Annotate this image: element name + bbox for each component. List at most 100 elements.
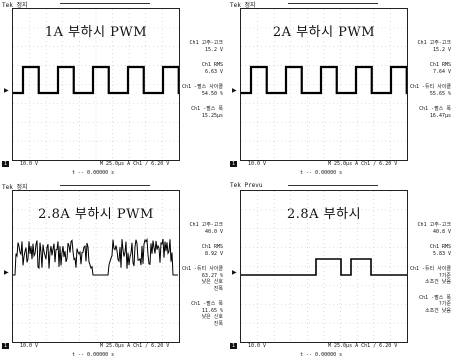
measurement-value: ?기준 xyxy=(438,301,451,307)
measurement-group: Ch1 고주-고크 40.0 V xyxy=(181,222,223,235)
ch1-ground-marker: ▶ xyxy=(232,269,237,276)
measurement-label: Ch1 -펄스 사이클 xyxy=(181,84,223,90)
cursor-readout: t -- 0.00000 s xyxy=(72,170,115,176)
timebase-readout: M 25.0μs A Ch1 / 6.20 V xyxy=(100,161,170,167)
measurement-value: 15.25μs xyxy=(201,112,223,119)
measurement-value: 낮은 신호 xyxy=(201,279,223,285)
ch1-ground-marker: ▶ xyxy=(4,87,9,94)
ch1-waveform xyxy=(13,65,179,95)
timebase-readout: M 25.0μs A Ch1 / 6.20 V xyxy=(100,343,170,349)
measurement-group: Ch1 -펄스 폭 15.25μs xyxy=(181,106,223,119)
measurement-group: Ch1 -펄스 폭 16.47μs xyxy=(409,106,451,119)
measurement-label: Ch1 RMS xyxy=(201,62,223,68)
measurement-readouts: Ch1 고주-고크 15.2 V Ch1 RMS 7.64 V Ch1 -듀티 사이클 5… xyxy=(409,40,451,128)
timebase-readout: M 25.0μs A Ch1 / 6.20 V xyxy=(328,343,398,349)
cursor-readout: t -- 0.00000 s xyxy=(72,352,115,358)
scope-status: Tek 정지 xyxy=(2,2,28,9)
ch1-waveform xyxy=(13,237,178,276)
measurement-group: Ch1 -듀티 사이클 ?기준 소조건 낮음 xyxy=(409,266,451,286)
measurement-value: 소조건 낮음 xyxy=(424,279,451,285)
scope-panel-4: Tek Prevu 2.8A 부하시 ▶ Ch1 고주-고크 40.8 V Ch1 … xyxy=(230,182,452,358)
ch1-waveform xyxy=(241,65,407,95)
measurement-value: 16.47μs xyxy=(429,112,451,119)
measurement-label: Ch1 -펄스 폭 xyxy=(191,106,223,112)
measurement-value: 40.8 V xyxy=(432,228,451,235)
measurement-label: Ch1 고주-고크 xyxy=(417,40,451,46)
measurement-readouts: Ch1 고주-고크 40.8 V Ch1 RMS 5.83 V Ch1 -듀티 사이클?… xyxy=(409,222,451,323)
measurement-group: Ch1 -펄스 사이클 54.50 % xyxy=(181,84,223,97)
measurement-readouts: Ch1 고주-고크 15.2 V Ch1 RMS 6.63 V Ch1 -펄스 사이클 5… xyxy=(181,40,223,128)
cursor-readout: t -- 0.00000 s xyxy=(300,352,343,358)
scope-graticule xyxy=(241,9,407,160)
measurement-label: Ch1 고주-고크 xyxy=(189,222,223,228)
measurement-label: Ch1 -듀티 사이클 xyxy=(409,266,451,272)
measurement-value: 진폭 xyxy=(213,320,223,327)
measurement-group: Ch1 RMS 6.63 V xyxy=(181,62,223,75)
scope-screen: 2.8A 부하시 xyxy=(240,190,408,343)
scope-graticule xyxy=(13,9,179,160)
measurement-label: Ch1 고주-고크 xyxy=(417,222,451,228)
scope-graticule xyxy=(13,191,179,342)
scope-status: Tek Prevu xyxy=(230,182,263,189)
measurement-value: 63.27 % xyxy=(201,272,223,279)
channel-badge: 1 xyxy=(2,161,10,167)
measurement-value: 11.65 % xyxy=(201,307,223,314)
panel-title: 2.8A 부하시 xyxy=(286,207,362,222)
status-bar: 1 10.0 V M 25.0μs A Ch1 / 6.20 V xyxy=(2,343,224,351)
channel-badge: 1 xyxy=(2,343,10,349)
measurement-group: Ch1 -펄스 폭 11.65 % 낮은 신호 진폭 xyxy=(181,301,223,327)
measurement-value: 소조건 낮음 xyxy=(424,307,451,314)
ch1-ground-marker: ▶ xyxy=(232,87,237,94)
measurement-value: 15.2 V xyxy=(432,46,451,53)
measurement-label: Ch1 -듀티 사이클 xyxy=(181,266,223,272)
measurement-label: Ch1 RMS xyxy=(429,244,451,250)
timebase-readout: M 25.0μs A Ch1 / 6.20 V xyxy=(328,161,398,167)
scope-graticule xyxy=(241,191,407,342)
measurement-group: Ch1 RMS 5.83 V xyxy=(409,244,451,257)
measurement-group: Ch1 고주-고크 40.8 V xyxy=(409,222,451,235)
panel-title: 2.8A 부하시 PWM xyxy=(38,207,154,222)
scope-screen: 2A 부하시 PWM xyxy=(240,8,408,161)
measurement-group: Ch1 RMS 8.92 V xyxy=(181,244,223,257)
measurement-label: Ch1 RMS xyxy=(429,62,451,68)
trigger-position-bar xyxy=(60,3,150,7)
measurement-group: Ch1 -듀티 사이클 63.27 % 낮은 신호 진폭 xyxy=(181,266,223,292)
panel-title: 2A 부하시 PWM xyxy=(272,25,376,40)
scope-panel-1: Tek 정지 1A 부하시 PWM ▶ Ch1 고주-고크 15.2 V Ch1 R… xyxy=(2,0,224,176)
trigger-position-bar xyxy=(60,185,150,189)
status-bar: 1 10.0 V M 25.0μs A Ch1 / 6.20 V xyxy=(230,161,452,169)
measurement-value: 7.64 V xyxy=(432,68,451,75)
measurement-group: Ch1 고주-고크 15.2 V xyxy=(409,40,451,53)
measurement-value: 낮은 신호 xyxy=(201,314,223,320)
scope-screen: 1A 부하시 PWM xyxy=(12,8,180,161)
measurement-value: 진폭 xyxy=(213,285,223,292)
ch1-waveform xyxy=(241,258,407,276)
scope-panel-2: Tek 정지 2A 부하시 PWM ▶ Ch1 고주-고크 15.2 V Ch1 R… xyxy=(230,0,452,176)
measurement-value: ?기준 xyxy=(438,272,451,279)
measurement-group: Ch1 -듀티 사이클 55.65 % xyxy=(409,84,451,97)
measurement-label: Ch1 -펄스 폭 xyxy=(419,294,451,301)
status-bar: 1 10.0 V M 25.0μs A Ch1 / 6.20 V xyxy=(2,161,224,169)
measurement-value: 15.2 V xyxy=(204,46,223,53)
scope-panel-3: Tek 정지 2.8A 부하시 PWM ▶ Ch1 고주-고크 40.0 V Ch1… xyxy=(2,182,224,358)
volts-per-div: 10.0 V xyxy=(20,161,39,167)
scope-screen: 2.8A 부하시 PWM xyxy=(12,190,180,343)
scope-status: Tek 정지 xyxy=(230,2,256,9)
measurement-value: 40.0 V xyxy=(204,228,223,235)
cursor-readout: t -- 0.00000 s xyxy=(300,170,343,176)
measurement-value: 55.65 % xyxy=(429,90,451,97)
measurement-value: 6.63 V xyxy=(204,68,223,75)
measurement-label: Ch1 -듀티 사이클 xyxy=(409,84,451,90)
measurement-value: 8.92 V xyxy=(204,250,223,257)
volts-per-div: 10.0 V xyxy=(248,161,267,167)
scope-status: Tek 정지 xyxy=(2,184,28,191)
measurement-group: Ch1 -펄스 폭 ?기준 소조건 낮음 xyxy=(409,295,451,315)
measurement-label: Ch1 -펄스 폭 xyxy=(419,106,451,112)
status-bar: 1 10.0 V M 25.0μs A Ch1 / 6.20 V xyxy=(230,343,452,351)
measurement-label: Ch1 -펄스 폭 xyxy=(191,301,223,307)
measurement-group: Ch1 고주-고크 15.2 V xyxy=(181,40,223,53)
measurement-group: Ch1 RMS 7.64 V xyxy=(409,62,451,75)
volts-per-div: 10.0 V xyxy=(248,343,267,349)
volts-per-div: 10.0 V xyxy=(20,343,39,349)
measurement-value: 54.50 % xyxy=(201,90,223,97)
